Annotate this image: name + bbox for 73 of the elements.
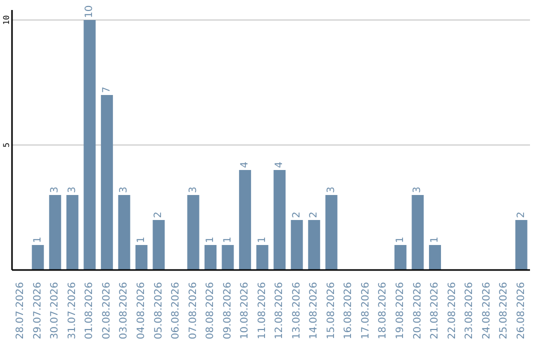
data-label: 3 (412, 186, 424, 193)
x-tick-label: 05.08.2026 (153, 282, 164, 340)
data-label: 3 (118, 186, 130, 193)
x-tick-label: 20.08.2026 (412, 282, 424, 340)
data-label: 2 (308, 212, 320, 218)
x-tick-label: 12.08.2026 (274, 282, 286, 340)
x-tick-label: 04.08.2026 (136, 282, 147, 340)
data-label: 4 (274, 162, 286, 168)
data-label: 3 (188, 186, 199, 193)
x-tick-label: 07.08.2026 (188, 282, 199, 340)
data-label: 1 (222, 236, 234, 243)
x-tick-label: 08.08.2026 (205, 282, 216, 340)
x-tick-label: 19.08.2026 (395, 282, 406, 340)
x-tick-label: 02.08.2026 (101, 282, 112, 340)
data-label: 1 (205, 236, 216, 243)
data-label: 3 (50, 186, 61, 193)
bar (135, 245, 148, 270)
data-label: 2 (291, 212, 302, 218)
bar (84, 20, 96, 270)
x-tick-label: 13.08.2026 (291, 282, 302, 340)
bar (66, 195, 78, 270)
data-label: 2 (516, 212, 527, 218)
data-label: 7 (101, 86, 112, 93)
x-tick-label: 31.07.2026 (66, 282, 78, 340)
x-tick-label: 06.08.2026 (170, 282, 182, 340)
x-tick-label: 18.08.2026 (378, 282, 389, 340)
x-tick-label: 17.08.2026 (360, 282, 372, 340)
x-tick-label: 23.08.2026 (464, 282, 476, 340)
x-tick-label: 25.08.2026 (498, 282, 510, 340)
bar (204, 245, 217, 270)
x-tick-label: 15.08.2026 (326, 282, 337, 340)
data-label: 1 (394, 236, 406, 243)
bar (100, 95, 113, 270)
x-tick-label: 30.07.2026 (50, 282, 61, 340)
bar (49, 195, 62, 270)
x-tick-label: 01.08.2026 (84, 282, 96, 340)
x-tick-label: 03.08.2026 (118, 282, 130, 340)
data-label: 4 (240, 162, 251, 168)
data-label: 1 (136, 236, 147, 243)
x-tick-label: 22.08.2026 (446, 282, 458, 340)
bar (308, 220, 320, 270)
data-label: 1 (429, 236, 440, 243)
bar (515, 220, 528, 270)
x-tick-label: 26.08.2026 (516, 282, 527, 340)
bar (239, 170, 252, 270)
x-tick-label: 16.08.2026 (343, 282, 354, 340)
bar (394, 245, 406, 270)
bar (274, 170, 286, 270)
x-tick-label: 21.08.2026 (430, 282, 441, 340)
bar (412, 195, 424, 270)
bar (222, 245, 234, 270)
x-tick-label: 10.08.2026 (240, 282, 251, 340)
x-tick-label: 24.08.2026 (481, 282, 492, 340)
bar (118, 195, 130, 270)
data-label: 3 (326, 186, 337, 193)
bar (428, 245, 441, 270)
x-tick-label: 09.08.2026 (222, 282, 234, 340)
data-label: 1 (32, 236, 44, 243)
bar (32, 245, 44, 270)
x-tick-label: 14.08.2026 (308, 282, 320, 340)
x-tick-label: 29.07.2026 (32, 282, 44, 340)
y-tick-label: 5 (2, 142, 11, 148)
data-label: 3 (66, 186, 78, 193)
bar (152, 220, 165, 270)
data-label: 10 (84, 5, 96, 18)
bar (256, 245, 268, 270)
x-tick-label: 11.08.2026 (256, 282, 268, 340)
bar (290, 220, 303, 270)
data-label: 2 (153, 212, 164, 218)
data-label: 1 (256, 236, 268, 243)
bar (187, 195, 200, 270)
x-tick-label: 28.07.2026 (15, 282, 26, 340)
bar (325, 195, 338, 270)
